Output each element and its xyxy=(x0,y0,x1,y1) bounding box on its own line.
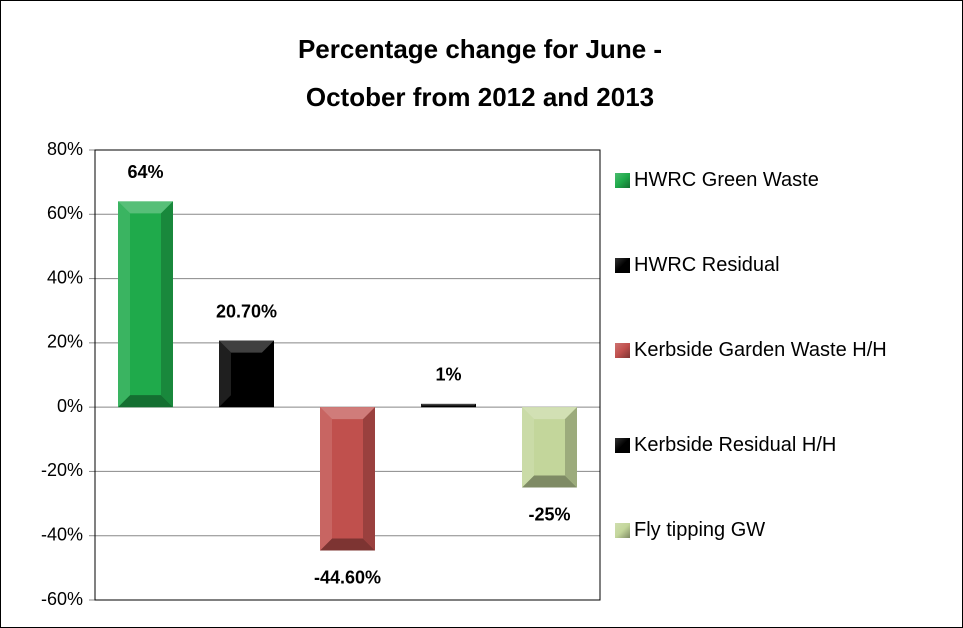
bar-bevel xyxy=(320,407,375,420)
legend-swatch xyxy=(615,258,630,273)
bar-bevel xyxy=(118,395,173,408)
bar-bevel xyxy=(219,395,274,408)
bar-bevel xyxy=(421,405,476,408)
legend-entry: Fly tipping GW xyxy=(615,515,950,545)
legend-label: Fly tipping GW xyxy=(634,519,766,541)
y-tick-label: -60% xyxy=(41,589,83,609)
bar-bevel xyxy=(320,538,375,551)
y-tick-label: 40% xyxy=(47,267,83,287)
bar-bevel xyxy=(161,201,173,408)
bar-bevel xyxy=(118,201,173,214)
bar-bevel xyxy=(522,407,577,420)
chart-title: Percentage change for June - xyxy=(298,34,662,64)
y-tick-label: 20% xyxy=(47,332,83,352)
value-label: 64% xyxy=(127,162,163,182)
bar-bevel xyxy=(118,201,130,408)
y-tick-label: -20% xyxy=(41,460,83,480)
legend-swatch xyxy=(615,173,630,188)
y-tick-label: -40% xyxy=(41,524,83,544)
legend-entry: Kerbside Garden Waste H/H xyxy=(615,335,950,365)
legend-label: Kerbside Garden Waste H/H xyxy=(634,339,887,361)
legend-swatch xyxy=(615,523,630,538)
bar-bevel xyxy=(219,340,231,408)
value-label: 1% xyxy=(435,365,461,385)
legend-label: Kerbside Residual H/H xyxy=(634,434,837,456)
bar-bevel xyxy=(262,340,274,408)
bar-bevel xyxy=(474,403,476,408)
y-tick-label: 60% xyxy=(47,203,83,223)
legend-entry: HWRC Residual xyxy=(615,250,950,280)
legend-label: HWRC Green Waste xyxy=(634,169,819,191)
legend-label: HWRC Residual xyxy=(634,254,780,276)
bar-bevel xyxy=(363,407,375,551)
bar-bevel xyxy=(421,403,476,406)
legend-swatch xyxy=(615,438,630,453)
legend-swatch xyxy=(615,343,630,358)
legend-entry: Kerbside Residual H/H xyxy=(615,430,950,460)
y-tick-label: 80% xyxy=(47,139,83,159)
plot-area xyxy=(94,149,601,601)
bar-bevel xyxy=(565,407,577,488)
bar-bevel xyxy=(522,407,534,488)
bar-bevel xyxy=(320,407,332,551)
chart-title: October from 2012 and 2013 xyxy=(306,82,654,112)
bar-bevel xyxy=(421,403,423,408)
bar-bevel xyxy=(219,340,274,353)
bar-bevel xyxy=(522,475,577,488)
value-label: 20.70% xyxy=(216,301,277,321)
y-tick-label: 0% xyxy=(57,396,83,416)
value-label: -25% xyxy=(528,504,570,524)
legend-entry: HWRC Green Waste xyxy=(615,165,950,195)
value-label: -44.60% xyxy=(314,567,381,587)
